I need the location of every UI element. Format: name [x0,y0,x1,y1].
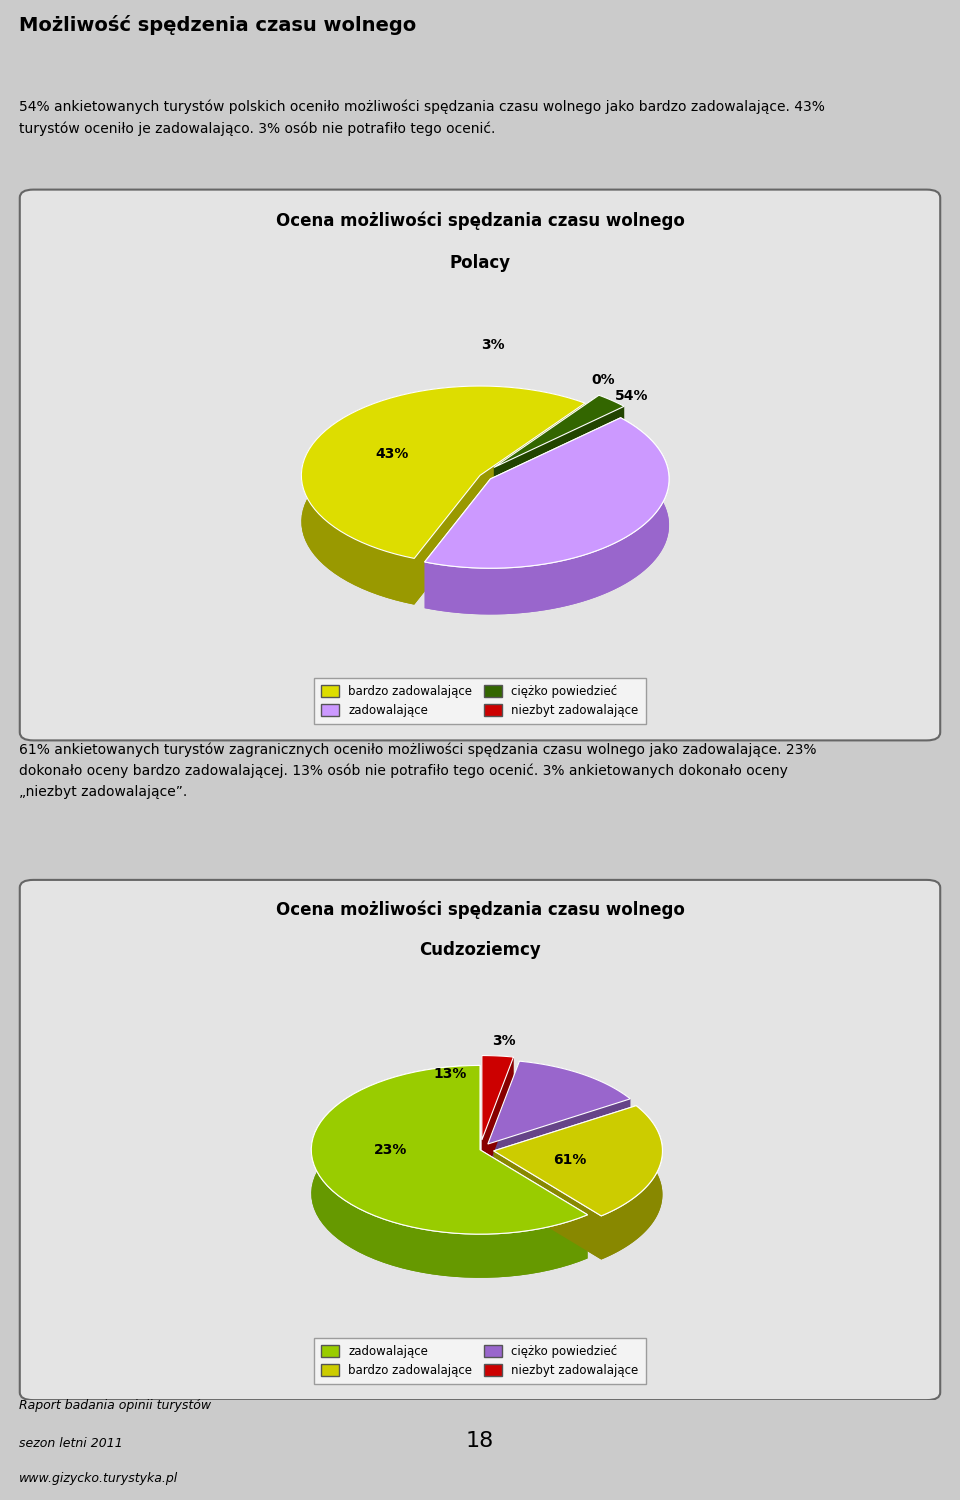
Legend: zadowalające, bardzo zadowalające, ciężko powiedzieć, niezbyt zadowalające: zadowalające, bardzo zadowalające, ciężk… [314,1338,646,1384]
Text: Możliwość spędzenia czasu wolnego: Możliwość spędzenia czasu wolnego [19,15,417,34]
Text: Raport badania opinii turystów: Raport badania opinii turystów [19,1400,211,1413]
Text: 61% ankietowanych turystów zagranicznych oceniło możliwości spędzania czasu woln: 61% ankietowanych turystów zagranicznych… [19,742,817,800]
Text: Ocena możliwości spędzania czasu wolnego: Ocena możliwości spędzania czasu wolnego [276,211,684,230]
FancyBboxPatch shape [20,189,940,741]
Legend: bardzo zadowalające, zadowalające, ciężko powiedzieć, niezbyt zadowalające: bardzo zadowalające, zadowalające, ciężk… [314,678,646,723]
Text: Cudzoziemcy: Cudzoziemcy [420,940,540,958]
Text: 54% ankietowanych turystów polskich oceniło możliwości spędzania czasu wolnego j: 54% ankietowanych turystów polskich ocen… [19,100,825,136]
Text: sezon letni 2011: sezon letni 2011 [19,1437,123,1449]
Text: www.gizycko.turystyka.pl: www.gizycko.turystyka.pl [19,1472,179,1485]
FancyBboxPatch shape [20,880,940,1400]
Text: Ocena możliwości spędzania czasu wolnego: Ocena możliwości spędzania czasu wolnego [276,900,684,920]
Text: Polacy: Polacy [449,255,511,273]
Text: 18: 18 [466,1431,494,1452]
